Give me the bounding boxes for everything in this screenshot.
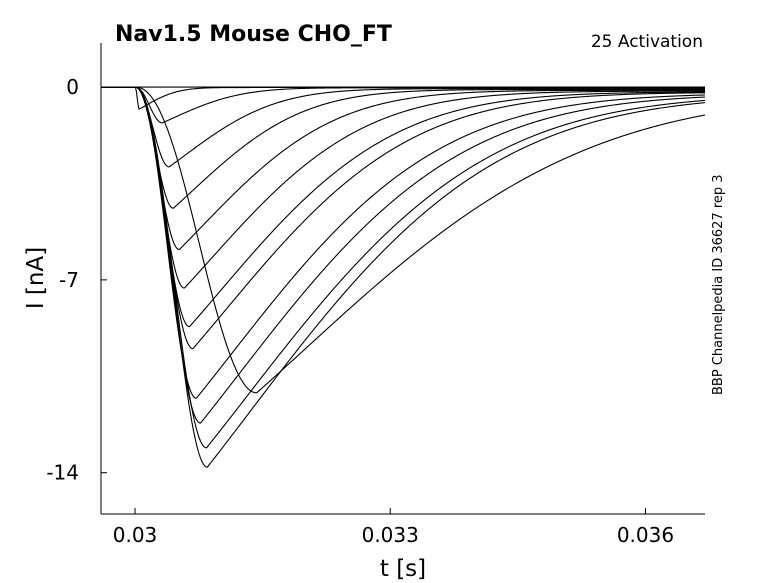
current-trace-5 bbox=[101, 86, 705, 251]
plot-area: 0.03 0.033 0.036 0 -7 -14 bbox=[46, 43, 706, 547]
y-axis-label: I [nA] bbox=[23, 247, 49, 309]
current-trace-8 bbox=[101, 86, 706, 350]
x-tick-label: 0.036 bbox=[617, 523, 674, 547]
side-label: BBP Channelpedia ID 36627 rep 3 bbox=[711, 174, 726, 395]
current-trace-2 bbox=[101, 86, 705, 124]
x-axis-label: t [s] bbox=[380, 556, 426, 582]
y-tick-label: -7 bbox=[59, 268, 79, 292]
current-trace-11 bbox=[101, 86, 706, 449]
y-tick-label: 0 bbox=[66, 75, 79, 99]
chart-title: Nav1.5 Mouse CHO_FT bbox=[115, 22, 392, 47]
y-tick-label: -14 bbox=[46, 461, 79, 485]
axis-ticks: 0.03 0.033 0.036 0 -7 -14 bbox=[46, 75, 674, 547]
x-tick-label: 0.033 bbox=[362, 523, 419, 547]
protocol-annotation: 25 Activation bbox=[591, 32, 703, 52]
current-trace-6 bbox=[101, 86, 705, 289]
current-trace-3 bbox=[101, 86, 705, 168]
x-tick-label: 0.03 bbox=[113, 523, 158, 547]
current-trace-10 bbox=[101, 86, 706, 424]
current-traces bbox=[101, 86, 706, 468]
current-trace-4 bbox=[101, 86, 705, 209]
current-trace-9 bbox=[101, 86, 706, 399]
current-trace-12 bbox=[101, 86, 706, 468]
current-trace-7 bbox=[101, 86, 705, 328]
current-trace-13 bbox=[101, 86, 706, 394]
